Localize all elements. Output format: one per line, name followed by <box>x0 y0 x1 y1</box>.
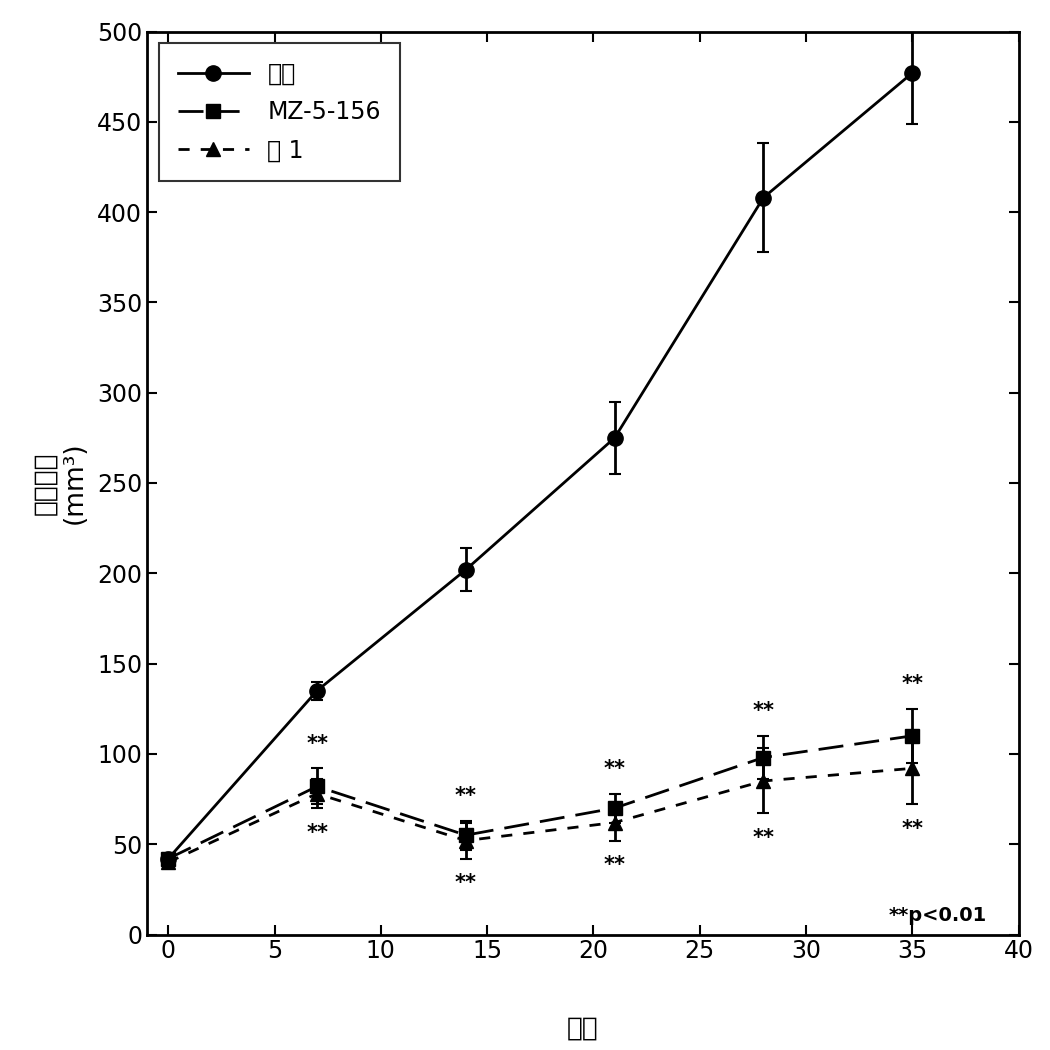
Text: **: ** <box>753 701 775 721</box>
Text: 天数: 天数 <box>567 1015 598 1042</box>
Text: **: ** <box>753 828 775 848</box>
Text: **: ** <box>306 734 328 754</box>
Text: **p<0.01: **p<0.01 <box>888 906 987 925</box>
Text: **: ** <box>306 822 328 842</box>
Text: **: ** <box>455 874 477 894</box>
Legend: 对照, MZ-5-156, 肽 1: 对照, MZ-5-156, 肽 1 <box>159 43 400 182</box>
Text: **: ** <box>901 819 923 839</box>
Text: **: ** <box>455 786 477 806</box>
Text: **: ** <box>604 759 626 779</box>
Text: **: ** <box>604 855 626 875</box>
Text: 肿瘾体积
(mm³): 肿瘾体积 (mm³) <box>32 442 88 524</box>
Text: **: ** <box>901 674 923 694</box>
